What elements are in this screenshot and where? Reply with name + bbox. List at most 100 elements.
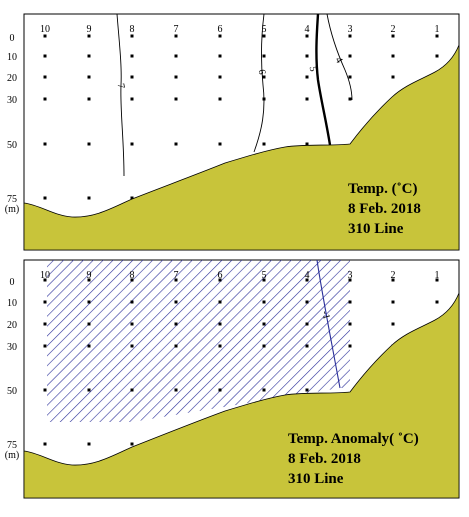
- sample-point: [174, 388, 178, 392]
- depth-tick-label: 20: [7, 320, 17, 331]
- sample-point: [262, 142, 266, 146]
- sample-point: [262, 300, 266, 304]
- title-line: 310 Line: [348, 221, 404, 237]
- sample-point: [391, 278, 395, 282]
- sample-point: [87, 97, 91, 101]
- sample-point: [87, 54, 91, 58]
- sample-point: [43, 34, 47, 38]
- sample-point: [305, 300, 309, 304]
- sample-point: [87, 322, 91, 326]
- sample-point: [391, 54, 395, 58]
- station-label: 8: [130, 24, 135, 35]
- sample-point: [391, 75, 395, 79]
- depth-tick-label: 75: [7, 194, 17, 205]
- isotherms: 7 6 5 4: [115, 13, 353, 177]
- station-label: 7: [174, 270, 179, 281]
- depth-tick-label: 0: [10, 33, 15, 44]
- sample-point: [174, 75, 178, 79]
- isotherm-label: 6: [256, 69, 268, 76]
- sample-point: [348, 300, 352, 304]
- sample-point: [174, 142, 178, 146]
- sample-point: [43, 54, 47, 58]
- station-labels: 10 9 8 7 6 5 4 3 2 1: [40, 24, 440, 35]
- sample-point: [130, 344, 134, 348]
- isotherm-line-bold: [315, 13, 332, 146]
- depth-tick-label: 10: [7, 52, 17, 63]
- station-label: 10: [40, 270, 50, 281]
- anomaly-contour-line: [316, 259, 341, 389]
- sample-point: [262, 344, 266, 348]
- title-line: 8 Feb. 2018: [288, 451, 361, 467]
- sample-point: [305, 142, 309, 146]
- depth-axis: 0 10 20 30 50 75 (m): [5, 277, 19, 461]
- depth-tick-label: 10: [7, 298, 17, 309]
- sample-point: [305, 344, 309, 348]
- sample-point: [87, 388, 91, 392]
- sample-point: [348, 54, 352, 58]
- anomaly-section-chart: 10 9 8 7 6 5 4 3 2 1 0 10 20 30 50 75 (m…: [5, 259, 460, 499]
- station-label: 4: [305, 24, 310, 35]
- panel-title: Temp. (˚C) 8 Feb. 2018 310 Line: [348, 181, 421, 237]
- sample-point: [218, 322, 222, 326]
- depth-tick-label: 50: [7, 386, 17, 397]
- station-label: 1: [435, 24, 440, 35]
- sample-point: [218, 300, 222, 304]
- temperature-section-chart: 10 9 8 7 6 5 4 3 2 1 0 10 20 30 50 75 (m…: [5, 13, 460, 251]
- sample-point: [87, 344, 91, 348]
- anomaly-contours: -1: [316, 259, 341, 389]
- sample-point: [391, 322, 395, 326]
- sample-point: [174, 300, 178, 304]
- sample-point: [130, 75, 134, 79]
- sample-point: [87, 75, 91, 79]
- sample-point: [174, 278, 178, 282]
- sample-point: [218, 278, 222, 282]
- sample-point: [130, 142, 134, 146]
- sample-point: [348, 278, 352, 282]
- sample-point: [130, 34, 134, 38]
- sample-point: [174, 54, 178, 58]
- depth-tick-label: 50: [7, 140, 17, 151]
- station-label: 8: [130, 270, 135, 281]
- sample-points: [43, 278, 439, 446]
- depth-axis: 0 10 20 30 50 75 (m): [5, 33, 19, 215]
- sample-point: [348, 75, 352, 79]
- sample-point: [174, 34, 178, 38]
- sample-point: [305, 75, 309, 79]
- sample-point: [43, 442, 47, 446]
- depth-tick-label: 0: [10, 277, 15, 288]
- station-label: 9: [87, 270, 92, 281]
- title-line: 310 Line: [288, 471, 344, 487]
- sample-point: [43, 300, 47, 304]
- sample-point: [43, 388, 47, 392]
- station-label: 2: [391, 270, 396, 281]
- isotherm-label: 5: [307, 66, 319, 73]
- station-label: 6: [218, 270, 223, 281]
- isotherm-line: [326, 13, 353, 101]
- station-labels: 10 9 8 7 6 5 4 3 2 1: [40, 270, 440, 281]
- station-label: 4: [305, 270, 310, 281]
- sample-point: [174, 344, 178, 348]
- sample-point: [43, 322, 47, 326]
- title-line: 8 Feb. 2018: [348, 201, 421, 217]
- depth-unit-label: (m): [5, 450, 19, 461]
- sample-point: [218, 34, 222, 38]
- station-label: 6: [218, 24, 223, 35]
- anomaly-section-panel: 10 9 8 7 6 5 4 3 2 1 0 10 20 30 50 75 (m…: [0, 254, 469, 517]
- sample-point: [435, 34, 439, 38]
- station-label: 1: [435, 270, 440, 281]
- sample-point: [262, 54, 266, 58]
- sample-point: [348, 322, 352, 326]
- sample-point: [43, 142, 47, 146]
- sample-point: [43, 97, 47, 101]
- sample-point: [305, 54, 309, 58]
- sample-point: [43, 278, 47, 282]
- sample-point: [87, 300, 91, 304]
- sample-point: [130, 300, 134, 304]
- sample-point: [130, 278, 134, 282]
- title-line: Temp. (˚C): [348, 181, 417, 197]
- sample-point: [435, 54, 439, 58]
- isotherm-label: 4: [333, 55, 345, 65]
- station-label: 9: [87, 24, 92, 35]
- sample-point: [305, 34, 309, 38]
- sample-point: [130, 322, 134, 326]
